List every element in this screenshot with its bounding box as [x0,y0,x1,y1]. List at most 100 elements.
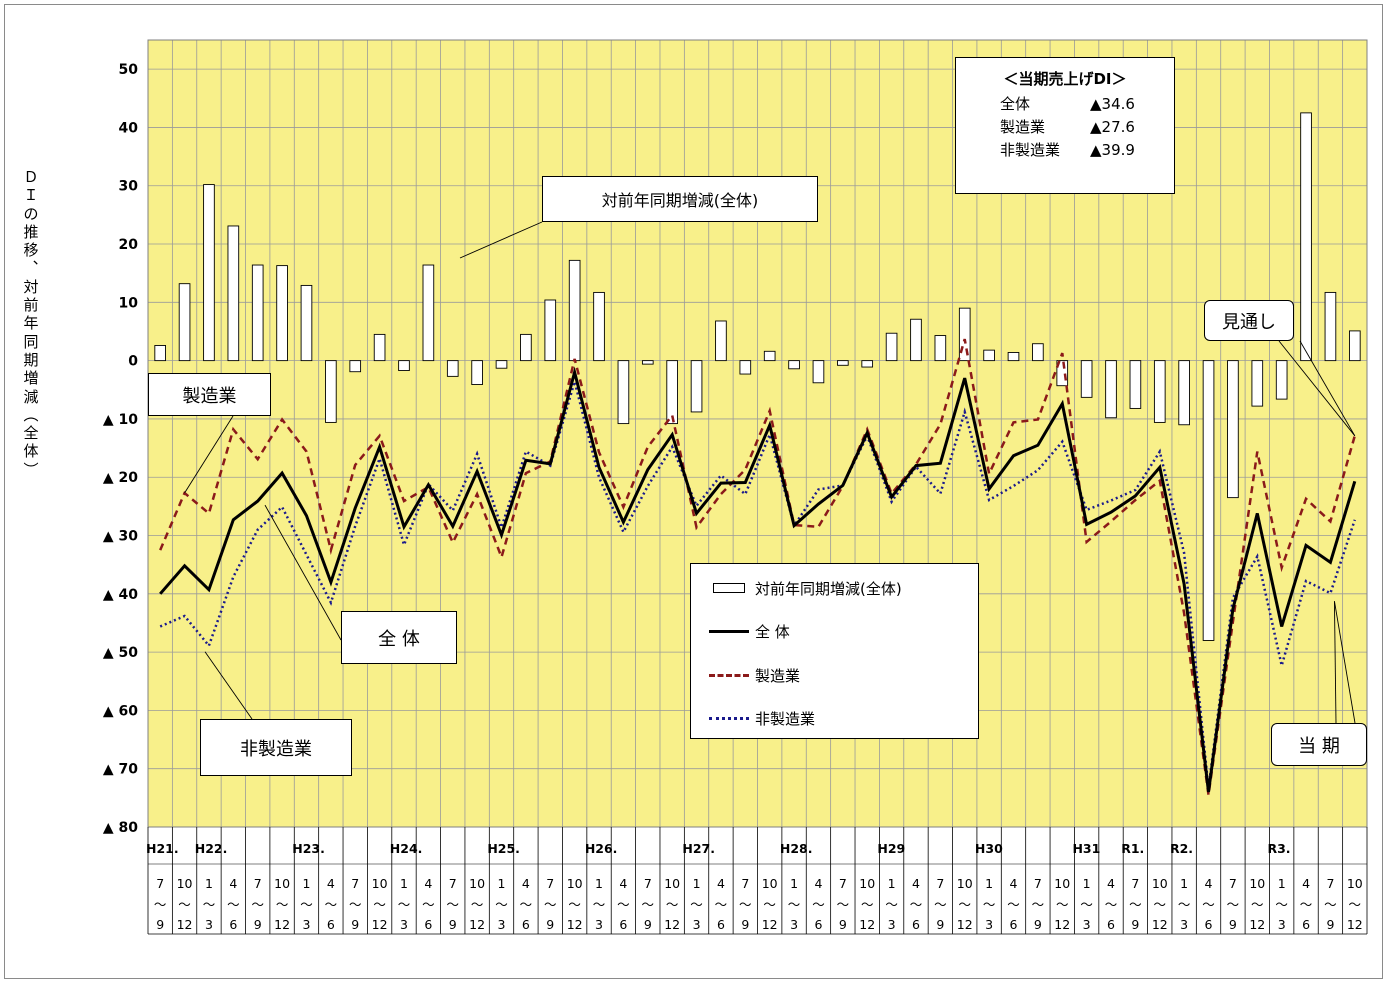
infobox-key: 非製造業 [1000,141,1061,159]
x-tick-wave: ～ [1324,897,1337,912]
x-tick-start: 7 [546,876,554,891]
x-tick-wave: ～ [568,897,581,912]
bar-yoy-change [154,345,167,362]
bar-yoy-change [690,360,703,413]
x-tick-start: 1 [1180,876,1188,891]
x-tick-start: 10 [957,876,973,891]
x-tick-wave: ～ [666,897,679,912]
x-tick-wave: ～ [325,897,338,912]
callout-non-manufacturing: 非製造業 [200,719,352,776]
x-tick-start: 7 [1131,876,1139,891]
x-tick-wave: ～ [227,897,240,912]
x-tick-end: 12 [1054,917,1070,932]
x-era-label: H21. [146,841,179,856]
bar-yoy-change [837,360,849,366]
x-tick-start: 7 [351,876,359,891]
x-tick-end: 12 [1152,917,1168,932]
x-tick-start: 10 [177,876,193,891]
y-tick-label: 40 [119,120,139,136]
bar-yoy-change [1275,360,1288,400]
x-tick-end: 9 [1034,917,1042,932]
y-axis-title-char: 全 [23,424,39,443]
x-tick-wave: ～ [1275,897,1288,912]
x-tick-start: 4 [522,876,530,891]
infobox-value: ▲27.6 [1090,118,1135,136]
x-tick-end: 12 [762,917,778,932]
x-tick-end: 9 [936,917,944,932]
x-tick-end: 9 [351,917,359,932]
x-tick-wave: ～ [983,897,996,912]
y-axis-title-char: 対 [23,277,39,296]
x-tick-start: 10 [1249,876,1265,891]
infobox-key: 製造業 [1000,118,1046,136]
x-tick-wave: ～ [422,897,435,912]
bar-yoy-change [666,360,678,425]
callout-leader-line [1278,340,1356,437]
infobox-value: ▲39.9 [1090,141,1135,159]
legend-item-manufacturing: 製造業 [709,664,800,686]
x-tick-wave: ～ [495,897,508,912]
bar-yoy-change [1056,360,1069,387]
line-overall [159,366,1357,793]
y-axis-title-char: 移 [23,241,39,260]
x-tick-wave: ～ [178,897,191,912]
x-tick-start: 7 [741,876,749,891]
x-tick-start: 10 [567,876,583,891]
bar-yoy-change [178,283,191,362]
legend: 対前年同期増減(全体) 全 体 製造業 非製造業 [690,563,979,739]
bar-yoy-change [910,318,922,362]
bar-yoy-change [1007,352,1020,362]
x-era-label: H25. [487,841,520,856]
x-tick-start: 1 [1278,876,1286,891]
x-tick-end: 6 [1010,917,1018,932]
legend-label: 全 体 [755,622,790,641]
y-tick-label: ▲ 80 [103,820,138,836]
bar-yoy-change [1178,360,1190,426]
x-era-label: H23. [292,841,325,856]
bar-yoy-change [520,333,532,362]
callout-leader-line [264,504,342,641]
x-tick-end: 12 [1249,917,1265,932]
y-axis-title-char: 減 [23,387,39,406]
x-tick-wave: ～ [1007,897,1020,912]
x-tick-wave: ～ [642,897,655,912]
x-tick-wave: ～ [300,897,313,912]
x-era-label: H24. [390,841,423,856]
bar-yoy-change [373,333,386,362]
x-tick-start: 7 [1034,876,1042,891]
x-tick-start: 10 [1054,876,1070,891]
x-tick-end: 12 [567,917,583,932]
x-tick-end: 3 [1083,917,1091,932]
y-tick-label: 0 [128,354,138,370]
x-tick-start: 10 [859,876,875,891]
infobox-row-non-manufacturing: 非製造業 ▲39.9 [956,139,1174,162]
x-tick-end: 3 [498,917,506,932]
x-tick-start: 4 [814,876,822,891]
x-tick-wave: ～ [788,897,801,912]
x-tick-wave: ～ [861,897,874,912]
x-tick-wave: ～ [251,897,264,912]
x-tick-wave: ～ [1032,897,1045,912]
x-tick-end: 9 [644,917,652,932]
bar-yoy-change [325,360,337,423]
line-non-manufacturing [159,376,1356,789]
bar-yoy-change [1153,360,1166,423]
bar-yoy-change [593,291,605,362]
x-tick-end: 3 [595,917,603,932]
bar-yoy-change [1348,330,1361,362]
line-manufacturing [159,338,1357,796]
x-tick-end: 6 [619,917,627,932]
x-era-label: H30 [975,841,1003,856]
x-tick-wave: ～ [520,897,533,912]
bar-yoy-change [568,259,581,362]
callout-leader-line [459,221,543,259]
x-tick-wave: ～ [203,897,216,912]
callout-manufacturing: 製造業 [148,373,271,416]
callout-current: 当 期 [1271,723,1367,766]
x-tick-start: 7 [839,876,847,891]
y-axis-title-char: の [23,204,39,223]
x-tick-wave: ～ [739,897,752,912]
x-tick-end: 9 [546,917,554,932]
x-tick-start: 4 [327,876,335,891]
